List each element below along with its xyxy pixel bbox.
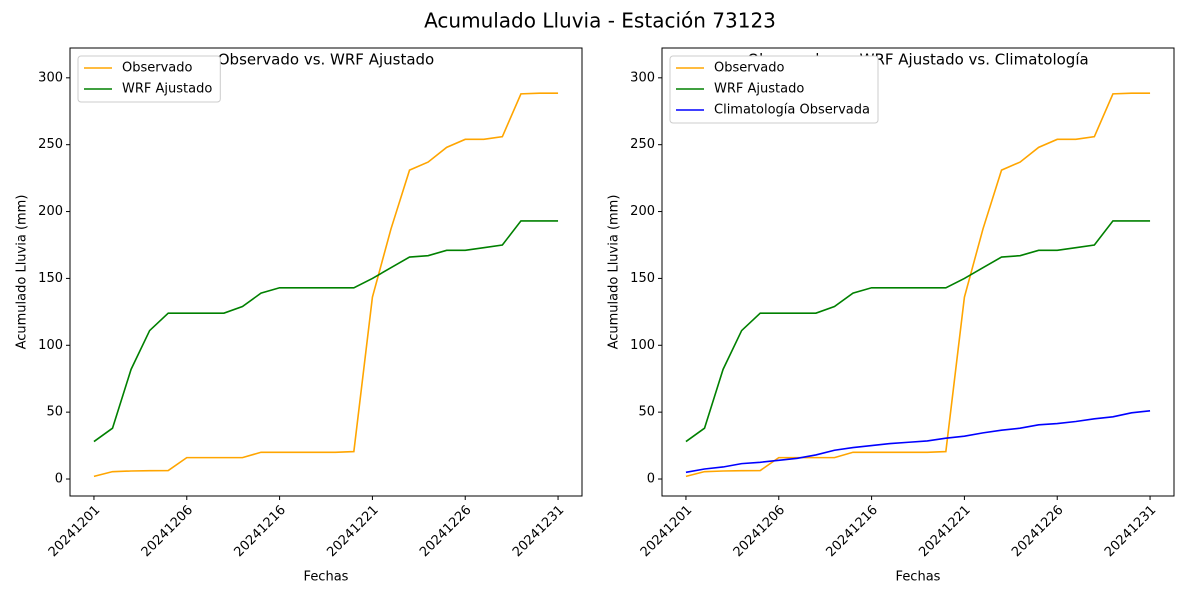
data-line xyxy=(685,220,1151,443)
figure-title: Acumulado Lluvia - Estación 73123 xyxy=(424,9,776,33)
y-tick-label: 150 xyxy=(630,271,655,286)
y-tick-label: 300 xyxy=(630,70,655,85)
legend: Observado WRF Ajustado xyxy=(77,55,221,103)
data-line xyxy=(93,92,559,478)
y-tick-label: 200 xyxy=(630,204,655,219)
x-axis-label: Fechas xyxy=(304,570,349,585)
legend: Observado WRF Ajustado Climatología Observ… xyxy=(669,55,879,124)
y-tick-label: 0 xyxy=(647,472,655,487)
x-tick-label: 20241221 xyxy=(324,503,381,560)
y-tick-label: 250 xyxy=(38,137,63,152)
plot-area xyxy=(661,47,1175,497)
y-tick-label: 100 xyxy=(630,338,655,353)
y-tick-label: 50 xyxy=(46,405,63,420)
x-tick-label: 20241216 xyxy=(823,503,880,560)
y-tick-label: 250 xyxy=(630,137,655,152)
chart-title: Observado vs. WRF Ajustado xyxy=(218,51,434,69)
legend-box xyxy=(669,55,879,124)
x-tick-label: 20241201 xyxy=(46,503,103,560)
data-line xyxy=(93,220,559,443)
legend-label: Observado xyxy=(122,61,193,76)
x-tick-label: 20241201 xyxy=(638,503,695,560)
x-tick-label: 20241216 xyxy=(231,503,288,560)
x-tick-label: 20241206 xyxy=(731,503,788,560)
y-tick-label: 50 xyxy=(638,405,655,420)
x-tick-label: 20241231 xyxy=(510,503,567,560)
legend-label: Observado xyxy=(714,61,785,76)
y-tick-label: 200 xyxy=(38,204,63,219)
x-axis-label: Fechas xyxy=(896,570,941,585)
x-tick-label: 20241226 xyxy=(1009,503,1066,560)
y-tick-label: 100 xyxy=(38,338,63,353)
y-axis-label: Acumulado Lluvia (mm) xyxy=(15,195,30,350)
legend-label: Climatología Observada xyxy=(714,103,870,118)
legend-box xyxy=(77,55,221,103)
y-axis-label: Acumulado Lluvia (mm) xyxy=(607,195,622,350)
y-tick-label: 300 xyxy=(38,70,63,85)
y-tick-label: 0 xyxy=(55,472,63,487)
x-tick-label: 20241226 xyxy=(417,503,474,560)
x-tick-label: 20241221 xyxy=(916,503,973,560)
data-line xyxy=(685,410,1151,474)
x-tick-label: 20241231 xyxy=(1102,503,1159,560)
data-line xyxy=(685,92,1151,478)
plot-area xyxy=(69,47,583,497)
x-tick-label: 20241206 xyxy=(139,503,196,560)
y-tick-label: 150 xyxy=(38,271,63,286)
legend-label: WRF Ajustado xyxy=(714,82,804,97)
legend-label: WRF Ajustado xyxy=(122,82,212,97)
